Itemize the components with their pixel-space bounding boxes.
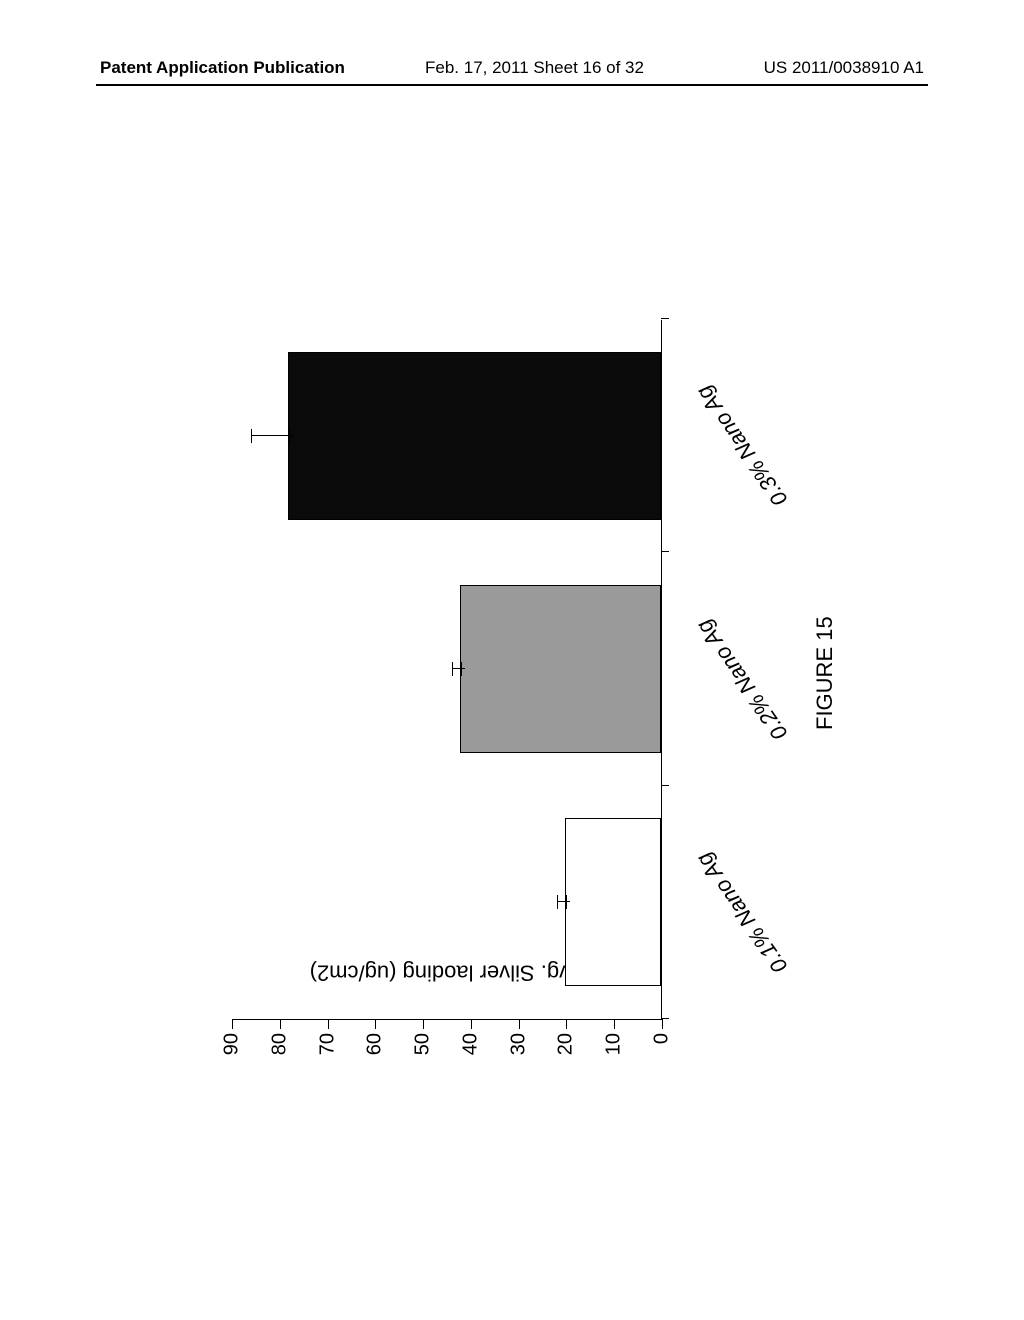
plot-area: 01020304050607080900.1% Nano Ag0.2% Nano… — [232, 320, 662, 1020]
page: Patent Application Publication Feb. 17, … — [0, 0, 1024, 1320]
y-tick-label: 60 — [364, 1033, 387, 1055]
bar — [565, 818, 661, 986]
y-tick — [519, 1019, 520, 1029]
y-tick-label: 90 — [221, 1033, 244, 1055]
error-bar — [452, 668, 466, 669]
y-tick — [471, 1019, 472, 1029]
silver-loading-bar-chart: Avg. Silver laoding (ug/cm2) 01020304050… — [202, 270, 822, 1130]
y-tick — [423, 1019, 424, 1029]
x-category-label: 0.2% Nano Ag — [691, 614, 793, 744]
y-tick-label: 80 — [268, 1033, 291, 1055]
y-tick — [232, 1019, 233, 1029]
y-tick — [662, 1019, 663, 1029]
error-cap — [461, 662, 462, 676]
bar — [288, 352, 661, 520]
x-category-label: 0.3% Nano Ag — [691, 381, 793, 511]
y-tick — [328, 1019, 329, 1029]
y-tick — [566, 1019, 567, 1029]
x-tick — [661, 785, 669, 786]
y-tick-label: 50 — [412, 1033, 435, 1055]
x-tick — [661, 551, 669, 552]
header-mid: Feb. 17, 2011 Sheet 16 of 32 — [425, 58, 644, 78]
error-cap — [289, 429, 290, 443]
error-cap — [452, 662, 453, 676]
error-cap — [557, 895, 558, 909]
error-cap — [251, 429, 252, 443]
error-bar — [557, 901, 571, 902]
error-bar — [251, 435, 293, 436]
y-tick-label: 0 — [651, 1033, 674, 1044]
header-right: US 2011/0038910 A1 — [764, 58, 924, 78]
chart-rotated-container: Avg. Silver laoding (ug/cm2) 01020304050… — [202, 270, 822, 1130]
y-tick-label: 70 — [316, 1033, 339, 1055]
x-category-label: 0.1% Nano Ag — [691, 847, 793, 977]
error-cap — [566, 895, 567, 909]
page-header: Patent Application Publication Feb. 17, … — [0, 58, 1024, 86]
y-tick-label: 10 — [603, 1033, 626, 1055]
x-tick — [661, 318, 669, 319]
y-tick-label: 40 — [459, 1033, 482, 1055]
figure-caption: FIGURE 15 — [812, 616, 838, 730]
bar — [460, 585, 661, 753]
header-rule — [96, 84, 928, 86]
y-tick — [375, 1019, 376, 1029]
y-tick-label: 30 — [507, 1033, 530, 1055]
y-tick — [614, 1019, 615, 1029]
x-tick — [661, 1018, 669, 1019]
y-tick-label: 20 — [555, 1033, 578, 1055]
header-left: Patent Application Publication — [100, 58, 345, 78]
y-tick — [280, 1019, 281, 1029]
